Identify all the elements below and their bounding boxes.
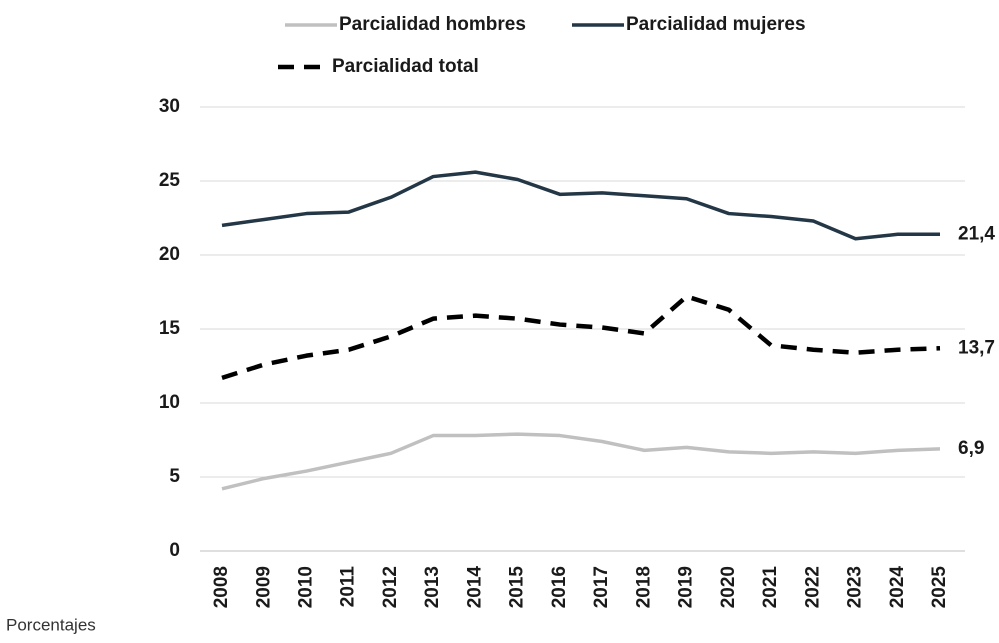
y-tick-label: 0 xyxy=(169,540,180,561)
x-tick-label: 2012 xyxy=(380,566,401,608)
y-tick-label: 5 xyxy=(169,466,180,487)
x-tick-label: 2021 xyxy=(760,566,781,609)
x-tick-label: 2024 xyxy=(887,566,908,609)
x-tick-label: 2020 xyxy=(718,566,739,608)
x-tick-label: 2017 xyxy=(591,566,612,608)
x-tick-label: 2015 xyxy=(507,566,528,609)
legend-label: Parcialidad mujeres xyxy=(626,14,806,35)
data-label: 21,4 xyxy=(958,223,995,244)
x-tick-label: 2023 xyxy=(845,566,866,608)
x-tick-label: 2022 xyxy=(802,566,823,608)
x-tick-label: 2018 xyxy=(633,566,654,608)
series-line xyxy=(221,294,941,380)
x-tick-label: 2016 xyxy=(549,566,570,608)
x-tick-label: 2014 xyxy=(464,566,485,609)
note: Porcentajes xyxy=(6,615,96,634)
y-tick-label: 10 xyxy=(159,392,180,413)
y-tick-label: 25 xyxy=(159,170,181,191)
x-tick-label: 2008 xyxy=(211,566,232,608)
legend-label: Parcialidad hombres xyxy=(339,14,526,35)
legend-label: Parcialidad total xyxy=(332,56,479,77)
x-tick-label: 2025 xyxy=(929,566,950,609)
x-tick-label: 2011 xyxy=(338,566,359,608)
series-line xyxy=(221,170,940,241)
x-tick-label: 2009 xyxy=(253,566,274,608)
x-tick-label: 2019 xyxy=(676,566,697,608)
series-line xyxy=(221,432,941,491)
x-tick-label: 2010 xyxy=(295,566,316,608)
x-tick-label: 2013 xyxy=(422,566,443,608)
y-tick-label: 20 xyxy=(159,244,180,265)
data-label: 6,9 xyxy=(958,438,984,459)
y-tick-label: 15 xyxy=(159,318,181,339)
data-label: 13,7 xyxy=(958,337,995,358)
y-tick-label: 30 xyxy=(159,96,180,117)
